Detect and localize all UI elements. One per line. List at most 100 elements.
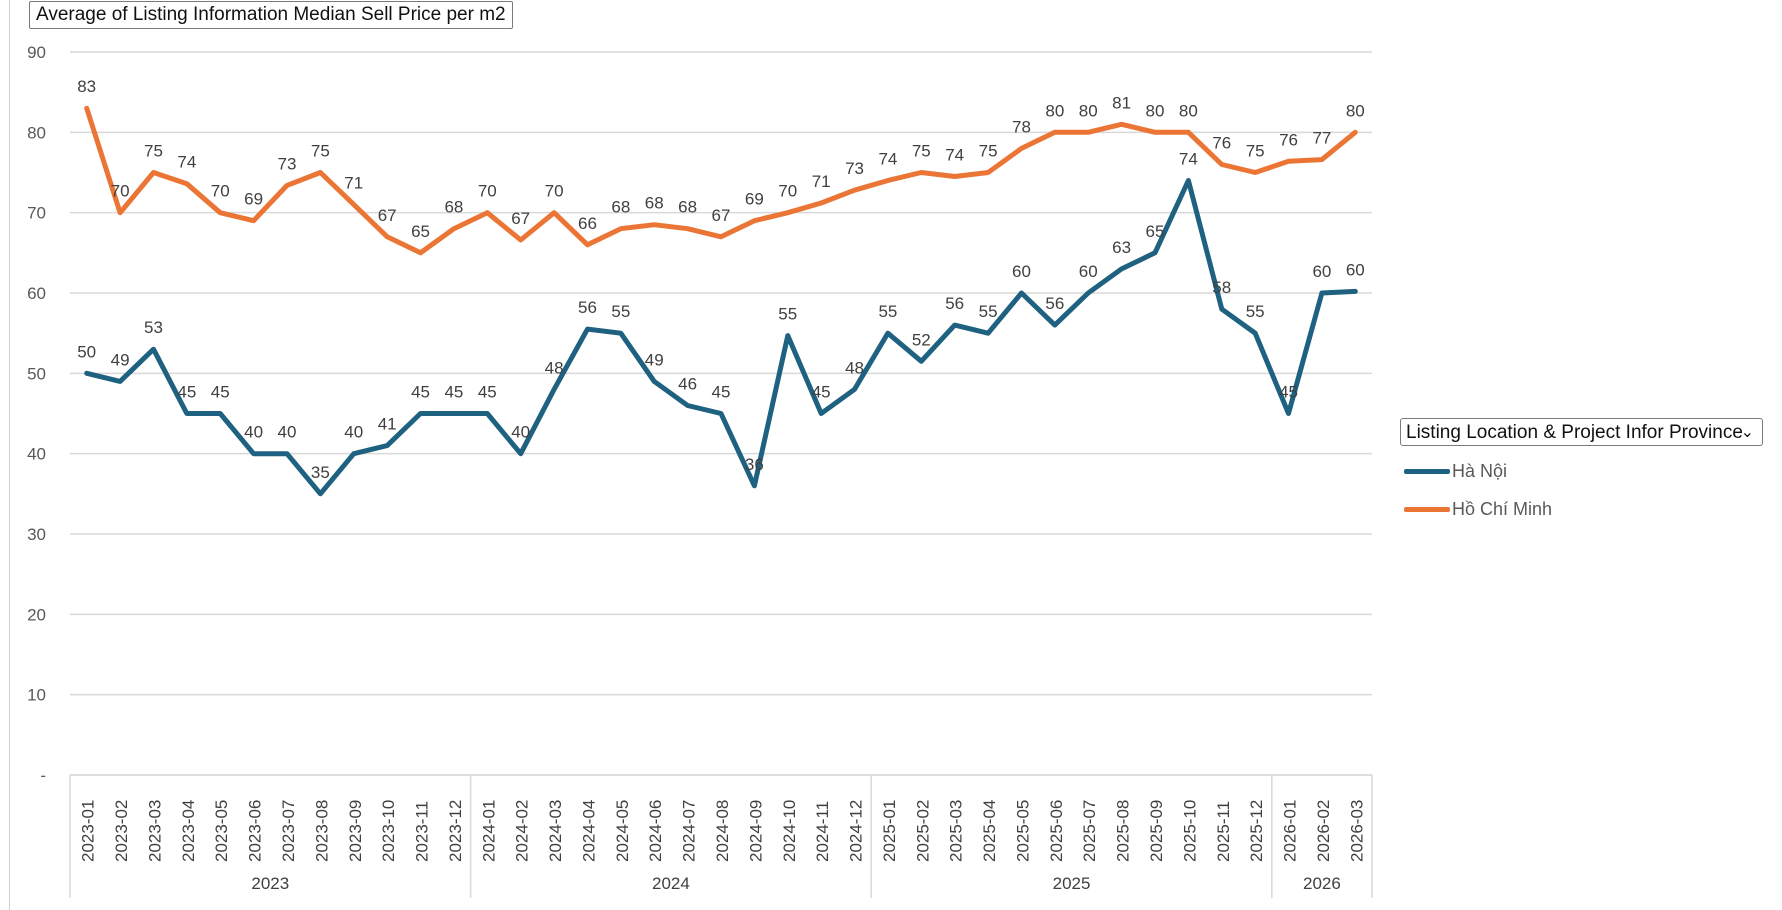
data-label: 76	[1279, 130, 1298, 149]
x-tick-label: 2023-02	[112, 800, 131, 862]
data-label: 45	[812, 383, 831, 402]
data-label: 56	[1045, 294, 1064, 313]
data-label: 45	[1279, 383, 1298, 402]
year-group-label: 2024	[652, 874, 690, 893]
y-tick-label: -	[40, 766, 46, 785]
data-label: 74	[177, 153, 196, 172]
data-label: 68	[611, 198, 630, 217]
data-label: 60	[1012, 262, 1031, 281]
y-tick-label: 90	[27, 43, 46, 62]
data-label: 40	[244, 423, 263, 442]
data-label: 58	[1212, 278, 1231, 297]
data-label: 60	[1079, 262, 1098, 281]
legend-item-ha-noi[interactable]: Hà Nội	[1404, 452, 1552, 490]
y-tick-label: 60	[27, 284, 46, 303]
x-tick-label: 2026-02	[1314, 800, 1333, 862]
data-label: 53	[144, 318, 163, 337]
data-label: 81	[1112, 93, 1131, 112]
x-tick-label: 2023-10	[379, 800, 398, 862]
data-label: 80	[1179, 101, 1198, 120]
x-tick-label: 2024-08	[713, 800, 732, 862]
data-label: 35	[311, 463, 330, 482]
data-label: 67	[712, 206, 731, 225]
data-label: 40	[278, 423, 297, 442]
x-tick-label: 2024-07	[680, 800, 699, 862]
data-label: 56	[578, 298, 597, 317]
x-tick-label: 2024-06	[646, 800, 665, 862]
data-label: 48	[545, 358, 564, 377]
data-label: 56	[945, 294, 964, 313]
x-tick-label: 2025-03	[947, 800, 966, 862]
chart-legend: Hà Nội Hồ Chí Minh	[1404, 452, 1552, 528]
x-tick-label: 2024-01	[479, 800, 498, 862]
data-label: 73	[278, 154, 297, 173]
legend-label-ha-noi: Hà Nội	[1452, 460, 1508, 481]
x-tick-label: 2025-11	[1214, 801, 1233, 862]
x-tick-label: 2023-07	[279, 800, 298, 862]
data-label: 49	[645, 350, 664, 369]
legend-item-ho-chi-minh[interactable]: Hồ Chí Minh	[1404, 490, 1552, 528]
year-group-label: 2023	[251, 874, 289, 893]
data-label: 68	[678, 198, 697, 217]
x-tick-label: 2025-08	[1114, 800, 1133, 862]
data-label: 55	[1246, 302, 1265, 321]
data-label: 70	[778, 182, 797, 201]
data-label: 76	[1212, 133, 1231, 152]
data-label: 71	[812, 172, 831, 191]
data-label: 74	[1179, 150, 1198, 169]
data-label: 75	[144, 142, 163, 161]
data-label: 74	[945, 146, 964, 165]
data-label: 80	[1346, 101, 1365, 120]
data-label: 75	[912, 142, 931, 161]
x-tick-label: 2023-01	[79, 800, 98, 862]
data-label: 60	[1312, 262, 1331, 281]
x-tick-label: 2025-06	[1047, 800, 1066, 862]
data-label: 55	[611, 302, 630, 321]
province-filter-dropdown[interactable]: Listing Location & Project Infor Provinc…	[1400, 418, 1763, 446]
y-tick-label: 80	[27, 123, 46, 142]
x-tick-label: 2024-11	[813, 801, 832, 862]
x-tick-label: 2023-08	[312, 800, 331, 862]
data-label: 63	[1112, 238, 1131, 257]
data-label: 68	[444, 198, 463, 217]
year-group-label: 2026	[1303, 874, 1341, 893]
data-label: 50	[77, 342, 96, 361]
data-label: 55	[878, 302, 897, 321]
data-label: 55	[979, 302, 998, 321]
y-tick-label: 70	[27, 204, 46, 223]
x-tick-label: 2024-04	[579, 800, 598, 862]
x-tick-label: 2023-09	[346, 800, 365, 862]
data-label: 55	[778, 305, 797, 324]
x-tick-label: 2025-01	[880, 800, 899, 862]
x-tick-label: 2024-05	[613, 800, 632, 862]
province-filter-label: Listing Location & Project Infor Provinc…	[1406, 422, 1743, 443]
chevron-down-icon[interactable]: ⌄	[1740, 424, 1754, 441]
x-tick-label: 2025-04	[980, 800, 999, 862]
x-tick-label: 2025-10	[1180, 800, 1199, 862]
x-tick-label: 2023-06	[246, 800, 265, 862]
data-label: 80	[1045, 101, 1064, 120]
data-label: 78	[1012, 117, 1031, 136]
x-tick-label: 2026-03	[1347, 800, 1366, 862]
data-label: 75	[979, 142, 998, 161]
legend-swatch-ha-noi	[1404, 468, 1450, 474]
x-tick-label: 2023-12	[446, 800, 465, 862]
data-label: 73	[845, 159, 864, 178]
y-tick-label: 10	[27, 686, 46, 705]
x-tick-label: 2024-09	[746, 800, 765, 862]
data-label: 71	[344, 174, 363, 193]
chart-title-field-button[interactable]: Average of Listing Information Median Se…	[29, 1, 513, 29]
x-tick-label: 2025-05	[1013, 800, 1032, 862]
x-tick-label: 2026-01	[1281, 800, 1300, 862]
data-label: 45	[478, 383, 497, 402]
data-label: 60	[1346, 260, 1365, 279]
data-label: 83	[77, 77, 96, 96]
x-tick-label: 2023-04	[179, 800, 198, 862]
data-label: 45	[411, 383, 430, 402]
data-label: 45	[177, 383, 196, 402]
legend-label-ho-chi-minh: Hồ Chí Minh	[1452, 498, 1553, 519]
y-tick-label: 20	[27, 605, 46, 624]
year-group-label: 2025	[1053, 874, 1091, 893]
data-label: 80	[1146, 101, 1165, 120]
